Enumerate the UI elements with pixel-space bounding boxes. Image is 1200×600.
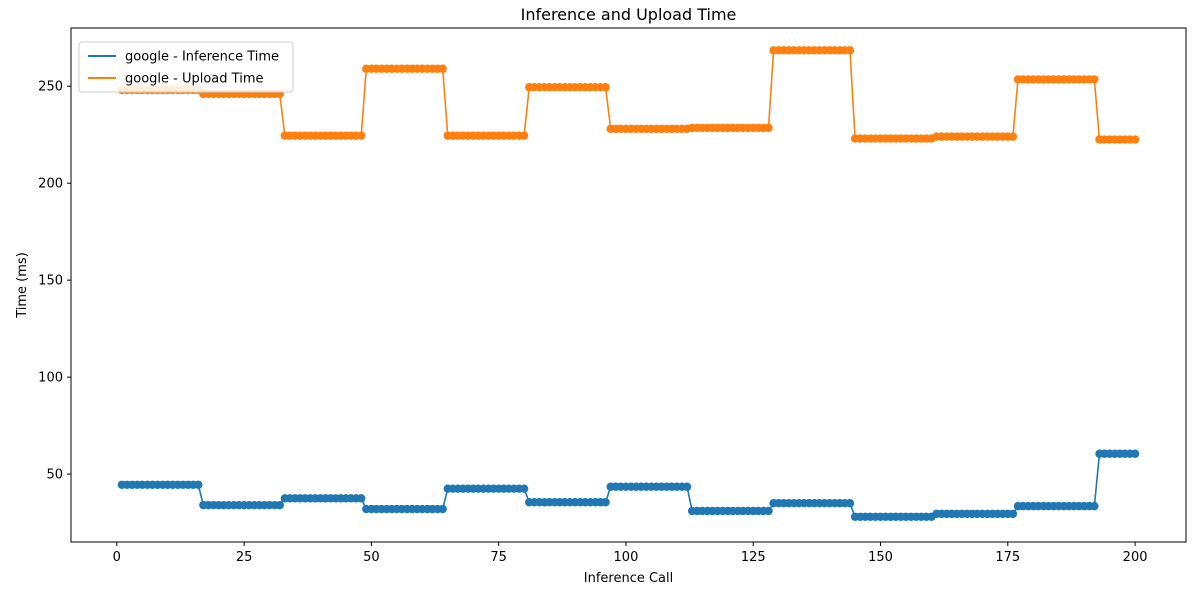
x-tick-label: 150 — [868, 550, 893, 565]
x-tick-label: 0 — [113, 550, 121, 565]
data-point — [438, 504, 447, 514]
data-point — [357, 494, 366, 503]
y-tick-label: 50 — [46, 468, 63, 483]
y-tick-label: 250 — [38, 80, 63, 95]
x-tick-label: 200 — [1123, 550, 1148, 565]
data-point — [1090, 501, 1099, 511]
y-axis: 50 100 150 200 250 — [38, 80, 71, 483]
data-point — [764, 506, 773, 516]
series-layer — [117, 46, 1140, 521]
data-point — [764, 123, 773, 133]
x-tick-label: 25 — [236, 550, 253, 565]
series-inference-time — [117, 449, 1140, 521]
legend-frame — [78, 41, 294, 93]
chart-title: Inference and Upload Time — [521, 5, 737, 24]
legend-label: google - Upload Time — [125, 72, 263, 87]
data-point — [1008, 132, 1018, 141]
plot-area — [70, 27, 1187, 543]
y-axis-label: Time (ms) — [15, 252, 30, 319]
x-tick-label: 175 — [995, 550, 1020, 565]
data-point — [438, 64, 447, 73]
data-point — [275, 500, 284, 510]
x-tick-label: 50 — [363, 550, 380, 565]
x-tick-label: 100 — [614, 550, 639, 565]
data-point — [682, 482, 692, 491]
data-point — [519, 484, 529, 493]
x-axis-label: Inference Call — [584, 571, 674, 586]
legend-label: google - Inference Time — [125, 50, 279, 65]
data-point — [845, 499, 855, 508]
data-point — [1090, 75, 1099, 84]
data-point — [1130, 449, 1140, 458]
data-point — [194, 480, 203, 489]
y-tick-label: 100 — [38, 371, 63, 386]
data-point — [601, 82, 610, 92]
data-point — [1008, 509, 1018, 519]
x-axis: 0 25 50 75 100 125 150 175 200 — [113, 542, 1148, 565]
x-tick-label: 75 — [490, 550, 507, 565]
plot-frame — [70, 27, 1187, 543]
x-tick-label: 125 — [741, 550, 766, 565]
data-point — [845, 46, 855, 55]
data-point — [1130, 135, 1140, 144]
data-point — [357, 131, 366, 140]
legend: google - Inference Time google - Upload T… — [78, 41, 294, 93]
data-point — [519, 131, 529, 140]
y-tick-label: 200 — [38, 177, 63, 192]
y-tick-label: 150 — [38, 274, 63, 289]
data-point — [601, 498, 610, 507]
